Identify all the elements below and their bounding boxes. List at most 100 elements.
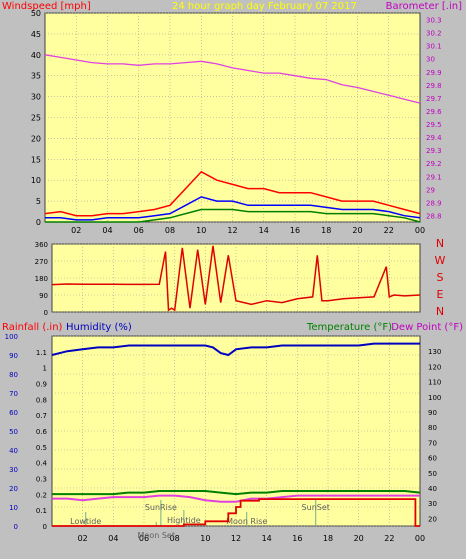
temperature-tick-label: 50: [428, 470, 437, 478]
dewpoint-line: [52, 494, 420, 503]
barometer-axis-label: Barometer [.in]: [386, 1, 462, 12]
wind-x-tick-label: 22: [384, 226, 394, 235]
humidity-tick-label: 100: [5, 333, 18, 341]
dewpoint-axis-label: Dew Point (°F): [391, 322, 463, 333]
climate-x-tick-label: 08: [170, 534, 180, 543]
wind-tick-label: 15: [31, 155, 41, 164]
wind-tick-label: 10: [31, 176, 41, 185]
wind-tick-label: 50: [31, 9, 41, 18]
barometer-tick-label: 29.5: [426, 121, 442, 129]
wind-tick-label: 25: [31, 114, 41, 123]
temperature-tick-label: 30: [428, 500, 437, 508]
rain-tick-label: 0.3: [36, 476, 47, 484]
rain-tick-label: 0: [43, 523, 47, 531]
wind-direction-line: [51, 245, 421, 312]
wind-x-tick-label: 08: [165, 226, 175, 235]
humidity-tick-label: 30: [9, 466, 18, 474]
rain-tick-label: 0.9: [36, 381, 47, 389]
wind-x-tick-label: 18: [321, 226, 331, 235]
rainfall-line: [52, 498, 420, 527]
temperature-tick-label: 20: [428, 515, 437, 523]
event-label: SunSet: [302, 503, 330, 512]
temperature-tick-label: 80: [428, 424, 437, 432]
wind-x-tick-label: 00: [415, 226, 425, 235]
chart-title: 24 hour graph day February 07 2017: [172, 1, 357, 12]
compass-label: N: [436, 237, 444, 250]
wind-x-tick-label: 04: [102, 226, 112, 235]
climate-x-tick-label: 18: [323, 534, 333, 543]
wind-tick-label: 45: [31, 30, 41, 39]
climate-x-tick-label: 02: [78, 534, 88, 543]
wind-x-tick-label: 14: [259, 226, 269, 235]
wind-x-tick-label: 06: [134, 226, 144, 235]
compass-label: E: [437, 288, 444, 301]
event-label: Lowtide: [70, 517, 101, 526]
humidity-tick-label: 0: [14, 523, 18, 531]
event-label: Moon Rise: [226, 517, 267, 526]
climate-x-tick-label: 16: [292, 534, 302, 543]
barometer-tick-label: 29: [426, 186, 435, 194]
humidity-tick-label: 20: [9, 485, 18, 493]
temperature-tick-label: 120: [428, 363, 441, 371]
compass-label: N: [436, 305, 444, 318]
temperature-tick-label: 100: [428, 394, 441, 402]
wind-x-tick-label: 16: [290, 226, 300, 235]
barometer-tick-label: 29.4: [426, 134, 442, 142]
barometer-tick-label: 28.9: [426, 199, 442, 207]
humidity-tick-label: 80: [9, 371, 18, 379]
barometer-tick-label: 29.2: [426, 160, 442, 168]
direction-tick-label: 180: [35, 275, 48, 283]
barometer-tick-label: 30.3: [426, 17, 442, 25]
humidity-tick-label: 50: [9, 428, 18, 436]
wind_gust-line: [44, 170, 421, 217]
panels-layer: 0510152025303540455028.828.92929.129.229…: [5, 9, 446, 543]
temperature-tick-label: 110: [428, 379, 441, 387]
temperature-axis-label: Temperature (°F): [306, 322, 392, 333]
direction-tick-label: 360: [35, 241, 48, 249]
climate-x-tick-label: 12: [231, 534, 241, 543]
barometer-tick-label: 29.8: [426, 82, 442, 90]
humidity-tick-label: 70: [9, 390, 18, 398]
barometer-tick-label: 29.6: [426, 108, 442, 116]
humidity-tick-label: 10: [9, 504, 18, 512]
temperature-tick-label: 130: [428, 348, 441, 356]
climate-x-tick-label: 20: [354, 534, 364, 543]
humidity-tick-label: 90: [9, 352, 18, 360]
wind_avg-line: [45, 196, 421, 221]
rain-tick-label: 0.5: [36, 444, 47, 452]
climate-x-tick-label: 00: [415, 534, 425, 543]
wind-x-tick-label: 20: [352, 226, 362, 235]
event-label: SunRise: [145, 503, 177, 512]
humidity-axis-label: Humidity (%): [66, 322, 132, 333]
humidity-line: [51, 342, 420, 357]
compass-label: S: [437, 271, 444, 284]
rain-tick-label: 1: [43, 365, 47, 373]
barometer-tick-label: 30: [426, 56, 435, 64]
temperature-tick-label: 90: [428, 409, 437, 417]
barometer-tick-label: 30.1: [426, 43, 442, 51]
barometer-tick-label: 29.1: [426, 173, 442, 181]
climate-x-tick-label: 22: [384, 534, 394, 543]
rain-tick-label: 1.1: [36, 349, 47, 357]
humidity-tick-label: 40: [9, 447, 18, 455]
climate-x-tick-label: 06: [139, 534, 149, 543]
rain-tick-label: 0.8: [36, 396, 47, 404]
temperature-line: [52, 490, 421, 496]
rain-tick-label: 0.7: [36, 412, 47, 420]
temperature-tick-label: 70: [428, 439, 437, 447]
event-label: Moon Set: [138, 531, 175, 540]
direction-tick-label: 270: [35, 258, 48, 266]
compass-label: W: [435, 254, 446, 267]
temperature-tick-label: 60: [428, 455, 437, 463]
humidity-tick-label: 60: [9, 409, 18, 417]
climate-x-tick-label: 10: [200, 534, 210, 543]
barometer-line: [44, 54, 421, 104]
wind-x-tick-label: 10: [196, 226, 206, 235]
wind_low-line: [45, 208, 421, 223]
barometer-tick-label: 28.8: [426, 212, 442, 220]
wind-tick-label: 30: [31, 93, 41, 102]
rain-tick-label: 0.2: [36, 491, 47, 499]
wind-x-tick-label: 02: [71, 226, 81, 235]
